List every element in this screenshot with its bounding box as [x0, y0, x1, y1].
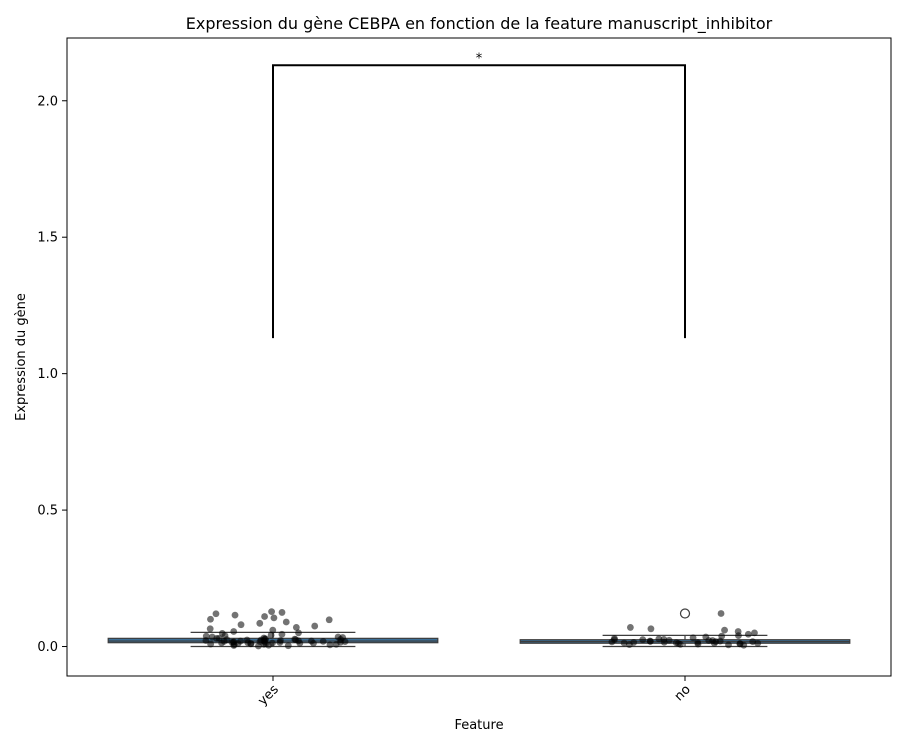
- x-axis: yes no: [255, 676, 694, 709]
- data-point: [646, 637, 654, 645]
- y-axis: 0.0 0.5 1.0 1.5 2.0: [37, 94, 67, 655]
- data-point: [337, 638, 344, 646]
- data-point: [689, 634, 697, 642]
- data-point: [295, 629, 302, 637]
- data-point: [260, 637, 268, 645]
- data-point: [319, 637, 327, 645]
- points-no: [608, 610, 762, 649]
- data-point: [325, 616, 333, 624]
- data-point: [694, 640, 702, 648]
- significance-annotation: *: [272, 51, 686, 339]
- data-point: [311, 622, 319, 630]
- data-point: [611, 636, 618, 644]
- y-tick-label: 0.0: [37, 640, 58, 655]
- data-point: [326, 641, 334, 649]
- points-yes: [202, 608, 349, 650]
- data-point: [284, 642, 292, 650]
- data-point: [725, 641, 732, 649]
- data-point: [291, 635, 299, 643]
- data-point: [620, 639, 628, 647]
- data-point: [717, 610, 725, 617]
- data-point: [261, 613, 268, 620]
- x-tick-label: yes: [255, 682, 282, 709]
- data-point: [630, 639, 638, 646]
- data-point: [705, 637, 713, 644]
- box-no: [519, 608, 851, 648]
- plot-area: *: [107, 51, 851, 650]
- significance-bracket: [272, 64, 686, 339]
- y-tick-label: 2.0: [37, 94, 58, 109]
- data-point: [276, 639, 284, 646]
- data-point: [231, 611, 239, 619]
- x-tick-label: no: [672, 682, 694, 704]
- data-point: [206, 625, 214, 633]
- data-point: [647, 625, 655, 633]
- y-tick-label: 1.5: [37, 231, 58, 246]
- data-point: [207, 615, 214, 623]
- y-tick-label: 0.5: [37, 504, 58, 519]
- plot-frame: [66, 37, 892, 677]
- data-point: [677, 640, 684, 648]
- data-point: [243, 636, 251, 644]
- data-point: [721, 626, 728, 634]
- outlier-point: [679, 608, 691, 619]
- data-point: [751, 629, 758, 637]
- y-tick-label: 1.0: [37, 367, 58, 382]
- data-point: [207, 640, 215, 648]
- data-point: [639, 636, 647, 644]
- data-point: [215, 634, 223, 642]
- data-point: [230, 628, 238, 635]
- data-point: [267, 631, 275, 639]
- data-point: [710, 639, 718, 647]
- data-point: [736, 640, 744, 648]
- data-point: [660, 638, 668, 646]
- data-point: [230, 638, 238, 646]
- data-point: [307, 637, 315, 645]
- data-point: [282, 618, 290, 626]
- y-axis-label: Expression du gène: [14, 293, 29, 421]
- data-point: [268, 639, 276, 647]
- data-point: [292, 624, 300, 631]
- data-point: [268, 608, 275, 615]
- significance-label: *: [476, 51, 483, 66]
- data-point: [735, 632, 742, 640]
- data-point: [256, 619, 264, 627]
- chart-title: Expression du gène CEBPA en fonction de …: [186, 14, 773, 34]
- data-point: [278, 630, 286, 638]
- data-point: [655, 635, 663, 643]
- data-point: [212, 610, 220, 618]
- data-point: [626, 624, 634, 631]
- data-point: [237, 621, 245, 629]
- data-point: [208, 633, 216, 641]
- data-point: [270, 614, 278, 622]
- data-point: [202, 637, 210, 644]
- data-point: [278, 609, 286, 616]
- data-point: [754, 639, 762, 647]
- data-point: [744, 630, 752, 638]
- x-axis-label: Feature: [454, 718, 503, 733]
- data-point: [296, 639, 304, 647]
